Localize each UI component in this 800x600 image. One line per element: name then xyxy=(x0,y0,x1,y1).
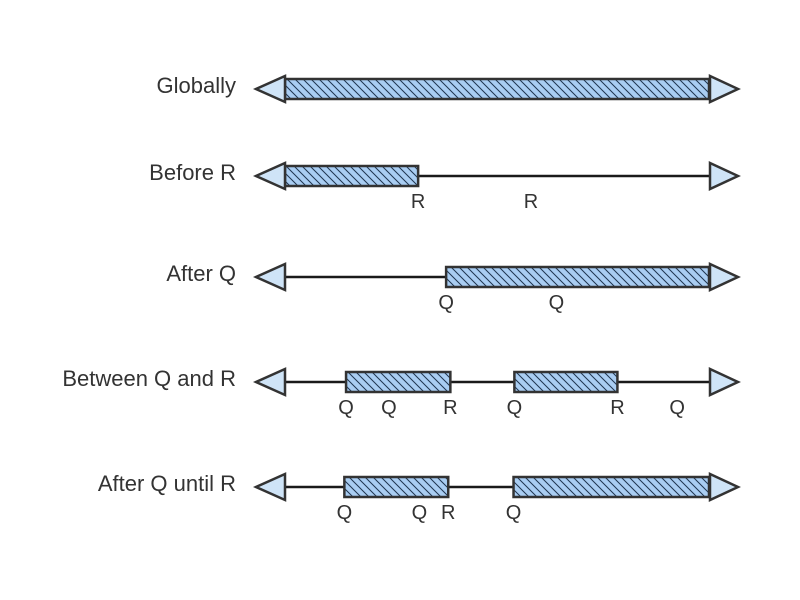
scope-segment xyxy=(513,370,619,394)
event-marker-label: Q xyxy=(669,397,685,419)
event-marker-label: Q xyxy=(337,502,353,524)
scope-segment xyxy=(283,164,420,188)
left-arrow-icon xyxy=(252,161,287,191)
row-label: After Q xyxy=(166,261,236,286)
right-arrow-icon xyxy=(708,161,741,191)
row-label: Globally xyxy=(157,73,236,98)
timeline-row: After Q Q Q xyxy=(166,261,741,314)
event-marker-label: Q xyxy=(549,292,565,314)
event-marker-label: R xyxy=(524,191,538,213)
left-arrow-icon xyxy=(252,262,287,292)
right-arrow-icon xyxy=(708,367,741,397)
timeline-row: Globally xyxy=(157,73,741,104)
right-arrow-icon xyxy=(708,74,741,104)
event-marker-label: R xyxy=(610,397,624,419)
timeline-row: After Q until RQ Q R Q xyxy=(98,471,741,524)
left-arrow-icon xyxy=(252,74,287,104)
event-marker-label: R xyxy=(411,191,425,213)
left-arrow-icon xyxy=(252,367,287,397)
scope-segment xyxy=(444,265,711,289)
right-arrow-icon xyxy=(708,472,741,502)
left-arrow-icon xyxy=(252,472,287,502)
event-marker-label: Q xyxy=(338,397,354,419)
event-marker-label: Q xyxy=(507,397,523,419)
event-marker-label: Q xyxy=(506,502,522,524)
scope-segment xyxy=(344,370,452,394)
row-label: Between Q and R xyxy=(62,366,236,391)
event-marker-label: R xyxy=(441,502,455,524)
event-marker-label: Q xyxy=(438,292,454,314)
event-marker-label: R xyxy=(443,397,457,419)
event-marker-label: Q xyxy=(412,502,428,524)
scope-segment xyxy=(283,77,711,101)
row-label: After Q until R xyxy=(98,471,236,496)
row-label: Before R xyxy=(149,160,236,185)
scope-segment xyxy=(512,475,711,499)
event-marker-label: Q xyxy=(381,397,397,419)
timeline-row: Before R R R xyxy=(149,160,741,213)
scope-segment xyxy=(343,475,450,499)
right-arrow-icon xyxy=(708,262,741,292)
timeline-row: Between Q and R Q Q R Q R Q xyxy=(62,366,741,419)
